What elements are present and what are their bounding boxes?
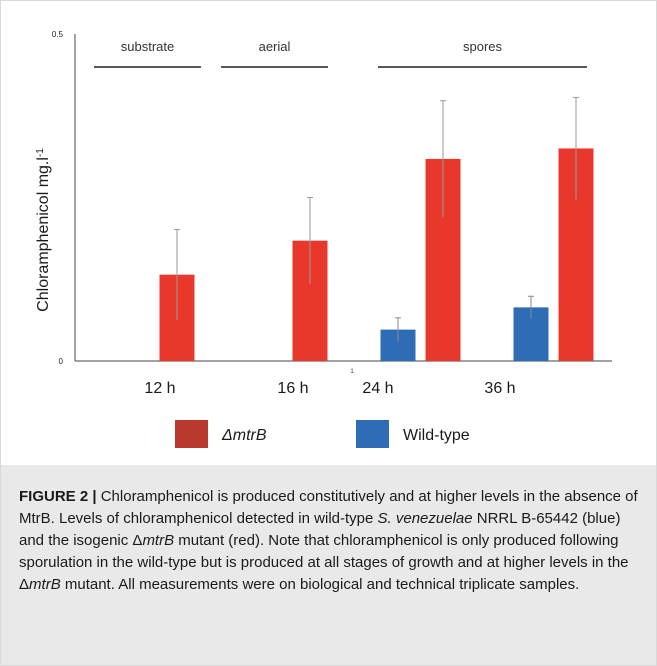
caption-text-3: mutant (red). Note that chloramphenicol …	[19, 532, 629, 593]
x-tick-label: 16 h	[277, 380, 308, 397]
legend-swatch	[175, 420, 208, 448]
stage-label: substrate	[121, 39, 174, 54]
stray-mark: 1	[350, 369, 354, 375]
stage-brackets: substrate aerial spores	[94, 39, 587, 68]
bar-chart: 0 0.5 Chloramphenicol mg.l-1 substrate aeri…	[35, 30, 612, 448]
caption-text-2: NRRL B-65442 (blue) and the isogenic Δ	[19, 510, 621, 549]
caption-label: FIGURE 2 |	[19, 488, 97, 505]
stage-label: spores	[463, 39, 503, 54]
legend-swatch	[356, 420, 389, 448]
caption-gene-2: mtrB	[29, 576, 61, 593]
x-tick-labels: 12 h 16 h 24 h 36 h 1	[144, 369, 515, 397]
x-tick-label: 12 h	[144, 380, 175, 397]
y-axis-title-main: Chloramphenicol mg.l	[35, 157, 52, 312]
chart-legend: ΔmtrB Wild-type	[175, 420, 470, 448]
y-tick-label: 0	[59, 357, 64, 366]
caption-panel	[1, 465, 656, 665]
y-tick-label: 0.5	[52, 30, 64, 39]
y-axis-title: Chloramphenicol mg.l-1	[35, 148, 53, 312]
stage-label: aerial	[259, 39, 291, 54]
y-axis-title-superscript: -1	[35, 148, 46, 157]
figure-caption: FIGURE 2 | Chloramphenicol is produced c…	[19, 486, 644, 596]
caption-text-4: mutant. All measurements were on biologi…	[60, 576, 580, 593]
bar-series	[159, 96, 594, 361]
legend-label: Wild-type	[403, 427, 470, 444]
legend-label: ΔmtrB	[221, 427, 267, 444]
caption-text-1: Chloramphenicol is produced constitutive…	[19, 488, 638, 527]
caption-species: S. venezuelae	[377, 510, 473, 527]
x-tick-label: 24 h	[362, 380, 393, 397]
caption-gene-1: mtrB	[142, 532, 175, 549]
x-tick-label: 36 h	[484, 380, 515, 397]
